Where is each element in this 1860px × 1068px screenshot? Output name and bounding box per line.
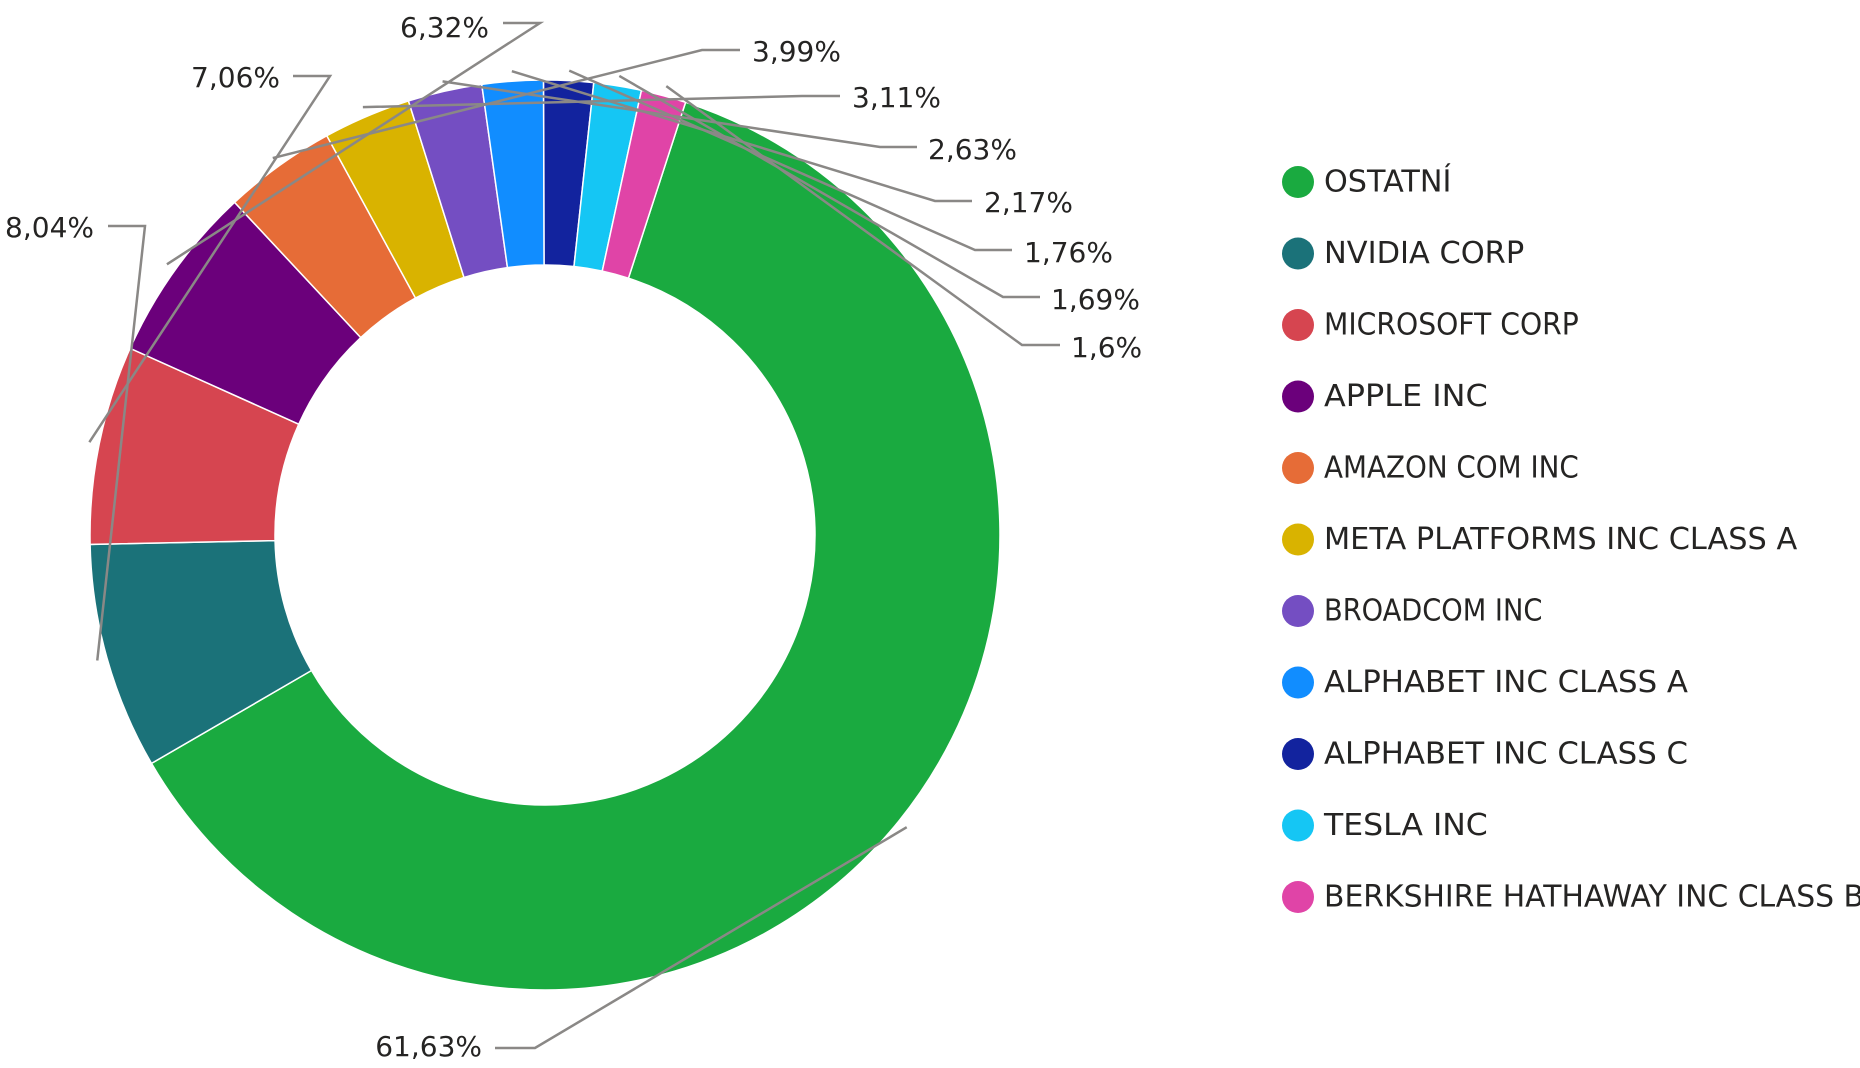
data-label-3: 7,06% bbox=[191, 61, 280, 94]
data-label-6: 3,11% bbox=[852, 81, 941, 114]
legend-item-6[interactable]: META PLATFORMS INC CLASS A bbox=[1282, 522, 1798, 557]
data-label-4: 6,32% bbox=[400, 11, 489, 44]
data-label-5: 3,99% bbox=[752, 35, 841, 68]
leader-line-9 bbox=[568, 69, 1012, 252]
leader-lines bbox=[88, 21, 1060, 1050]
leader-line-5 bbox=[272, 48, 740, 160]
leader-line-2 bbox=[96, 224, 147, 661]
legend-item-2[interactable]: NVIDIA CORP bbox=[1282, 236, 1524, 271]
data-label-10: 1,69% bbox=[1051, 283, 1140, 316]
legend-item-1[interactable]: OSTATNÍ bbox=[1282, 164, 1451, 200]
legend-swatch-5 bbox=[1282, 452, 1314, 484]
legend-label-8: ALPHABET INC CLASS A bbox=[1324, 665, 1688, 700]
leader-line-11 bbox=[665, 85, 1060, 347]
legend-swatch-10 bbox=[1282, 809, 1314, 842]
leader-line-4 bbox=[166, 21, 545, 266]
legend-label-3: MICROSOFT CORP bbox=[1324, 308, 1579, 343]
legend-swatch-1 bbox=[1282, 166, 1314, 198]
legend-label-7: BROADCOM INC bbox=[1324, 594, 1542, 629]
data-label-2: 8,04% bbox=[5, 211, 94, 244]
data-label-7: 2,63% bbox=[928, 133, 1017, 166]
legend-item-9[interactable]: ALPHABET INC CLASS C bbox=[1282, 737, 1688, 772]
data-label-8: 2,17% bbox=[984, 186, 1073, 219]
donut-slices bbox=[89, 79, 1001, 991]
legend-swatch-9 bbox=[1282, 738, 1314, 770]
legend-swatch-2 bbox=[1282, 237, 1314, 270]
legend-swatch-11 bbox=[1282, 881, 1314, 913]
legend: OSTATNÍ NVIDIA CORP MICROSOFT CORP APPLE IN… bbox=[1282, 164, 1860, 915]
legend-swatch-4 bbox=[1282, 380, 1314, 413]
data-labels: 61,63% 8,04% 7,06% 6,32% 3,99% 3,11% 2,63% 2,17… bbox=[5, 11, 1142, 1063]
legend-label-5: AMAZON COM INC bbox=[1324, 451, 1579, 486]
legend-item-3[interactable]: MICROSOFT CORP bbox=[1282, 308, 1579, 343]
legend-item-10[interactable]: TESLA INC bbox=[1282, 808, 1488, 843]
leader-line-3 bbox=[88, 74, 333, 443]
legend-item-11[interactable]: BERKSHIRE HATHAWAY INC CLASS B bbox=[1282, 880, 1860, 915]
data-label-11: 1,6% bbox=[1071, 331, 1142, 364]
leader-line-8 bbox=[511, 69, 972, 203]
legend-label-6: META PLATFORMS INC CLASS A bbox=[1324, 522, 1798, 557]
legend-label-10: TESLA INC bbox=[1323, 808, 1488, 843]
legend-swatch-3 bbox=[1282, 309, 1314, 341]
data-label-1: 61,63% bbox=[375, 1030, 482, 1063]
legend-label-4: APPLE INC bbox=[1324, 379, 1488, 414]
donut-slice-1[interactable] bbox=[150, 101, 1001, 991]
legend-label-1: OSTATNÍ bbox=[1324, 164, 1451, 200]
legend-swatch-8 bbox=[1282, 666, 1314, 699]
legend-item-8[interactable]: ALPHABET INC CLASS A bbox=[1282, 665, 1688, 700]
leader-line-7 bbox=[442, 80, 917, 149]
legend-item-4[interactable]: APPLE INC bbox=[1282, 379, 1488, 414]
legend-item-5[interactable]: AMAZON COM INC bbox=[1282, 451, 1579, 486]
donut-slice-11[interactable] bbox=[601, 89, 687, 280]
legend-label-9: ALPHABET INC CLASS C bbox=[1324, 737, 1688, 772]
data-label-9: 1,76% bbox=[1024, 236, 1113, 269]
legend-item-7[interactable]: BROADCOM INC bbox=[1282, 594, 1542, 629]
legend-label-11: BERKSHIRE HATHAWAY INC CLASS B bbox=[1324, 880, 1860, 915]
legend-swatch-7 bbox=[1282, 595, 1314, 627]
legend-label-2: NVIDIA CORP bbox=[1324, 236, 1524, 271]
leader-line-1 bbox=[495, 826, 908, 1050]
leader-line-10 bbox=[618, 74, 1040, 299]
legend-swatch-6 bbox=[1282, 523, 1314, 556]
leader-line-6 bbox=[362, 94, 840, 109]
